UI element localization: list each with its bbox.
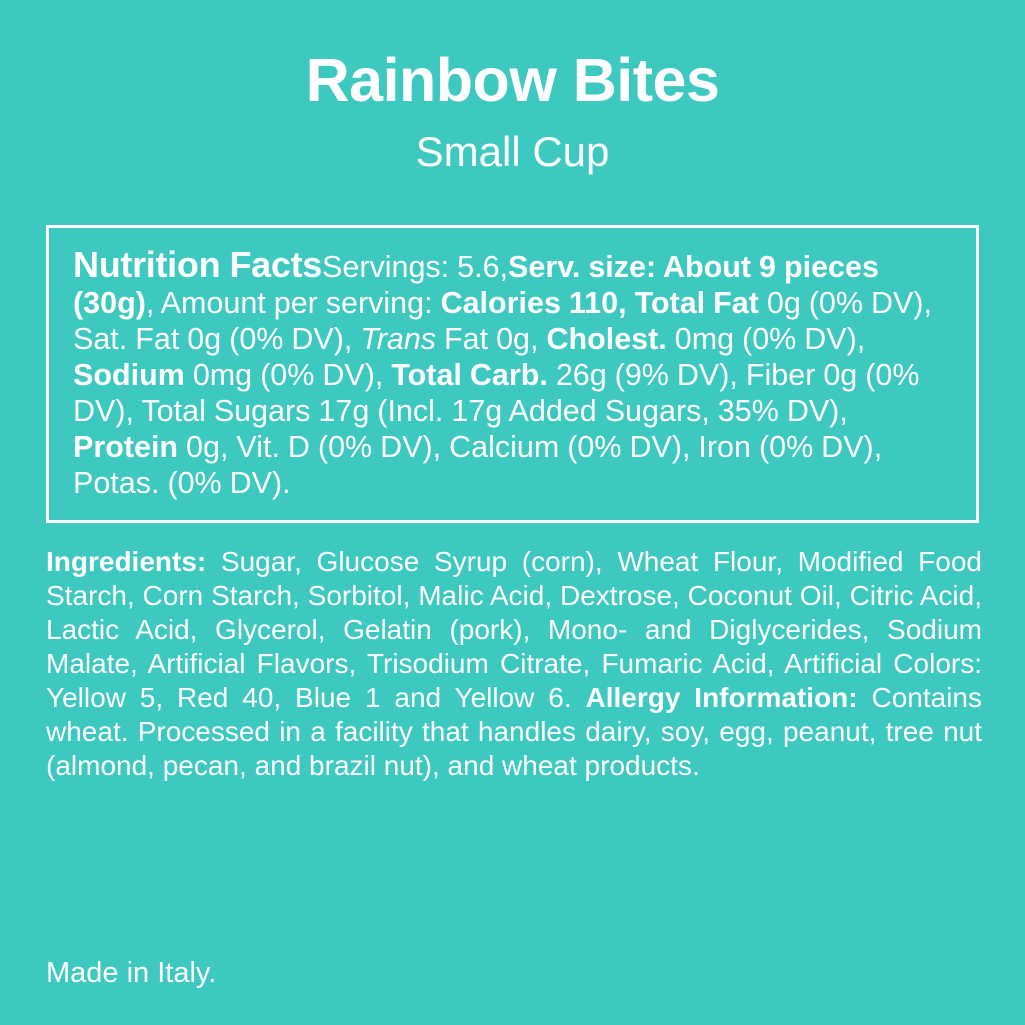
- sodium-label: Sodium: [73, 358, 185, 392]
- cholesterol-label: Cholest.: [546, 322, 667, 356]
- product-subtitle: Small Cup: [415, 128, 610, 176]
- total-carb-label: Total Carb.: [391, 358, 548, 392]
- nutrition-facts-text: Nutrition FactsServings: 5.6,Serv. size:…: [49, 228, 976, 501]
- cholesterol-value: 0mg (0% DV),: [666, 322, 866, 356]
- protein-label: Protein: [73, 430, 179, 464]
- serving-size-label: Serv. size: About 9 pieces (30g): [73, 250, 879, 320]
- ingredients-section: Ingredients: Sugar, Glucose Syrup (corn)…: [46, 545, 982, 783]
- nutrition-facts-heading: Nutrition Facts: [73, 244, 323, 285]
- total-fat-label: Total Fat: [634, 286, 759, 320]
- allergy-information-text: Contains wheat. Processed in a facility …: [46, 682, 982, 781]
- calories-value: Calories 110,: [440, 286, 627, 320]
- nutrition-facts-panel: Nutrition FactsServings: 5.6,Serv. size:…: [46, 225, 979, 523]
- product-header: Rainbow Bites Small Cup: [0, 0, 1025, 175]
- trans-fat-label: Trans: [360, 322, 437, 356]
- servings-label: Servings: 5.6,: [322, 250, 509, 284]
- saturated-fat-value: Sat. Fat 0g (0% DV),: [73, 322, 361, 356]
- ingredients-heading: Ingredients:: [46, 546, 207, 577]
- total-carb-value: 26g (9% DV), Fiber 0g (0% DV), Total Sug…: [73, 358, 920, 428]
- protein-value: 0g, Vit. D (0% DV), Calcium (0% DV), Iro…: [73, 430, 883, 500]
- product-title: Rainbow Bites: [305, 46, 720, 114]
- ingredients-list: Sugar, Glucose Syrup (corn), Wheat Flour…: [46, 546, 982, 713]
- allergy-information-heading: Allergy Information:: [585, 682, 858, 713]
- country-of-origin: Made in Italy.: [46, 957, 217, 989]
- sodium-value: 0mg (0% DV),: [184, 358, 392, 392]
- total-fat-value: 0g (0% DV),: [758, 286, 932, 320]
- amount-per-serving-label: , Amount per serving:: [145, 286, 441, 320]
- trans-fat-value: Fat 0g,: [436, 322, 547, 356]
